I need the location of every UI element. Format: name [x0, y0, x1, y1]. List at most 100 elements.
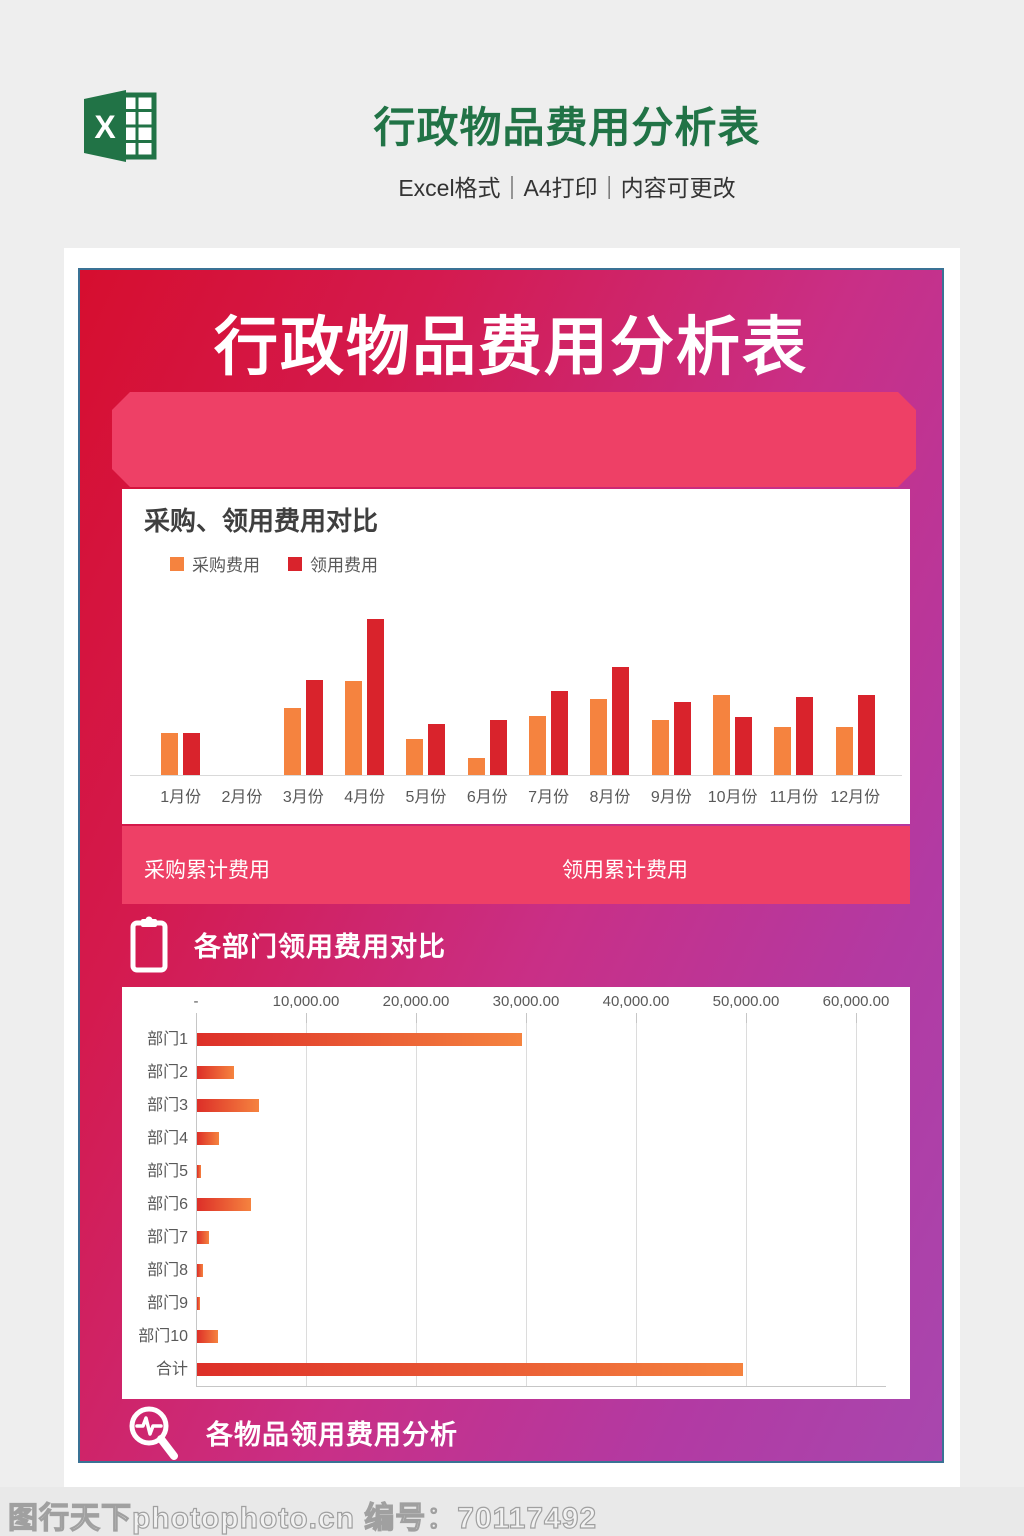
bar	[835, 727, 853, 775]
month-label: 3月份	[282, 789, 324, 806]
dept-bar	[197, 1264, 203, 1277]
items-section-title: 各物品领用费用分析	[206, 1419, 458, 1450]
grid-line	[746, 1023, 747, 1386]
bar	[345, 681, 363, 775]
clipboard-icon	[130, 916, 168, 973]
chart1-legend: 采购费用 领用费用	[170, 551, 378, 576]
tick-mark	[746, 1013, 747, 1023]
department-section-title: 各部门领用费用对比	[194, 931, 446, 962]
grid-line	[416, 1023, 417, 1386]
dept-bar	[197, 1165, 201, 1178]
bar-group	[825, 599, 886, 775]
dept-label: 合计	[155, 1361, 188, 1378]
month-label: 4月份	[344, 789, 386, 806]
bar	[612, 667, 630, 775]
dept-bar	[197, 1066, 234, 1079]
tick-label: 50,000.00	[712, 993, 780, 1010]
dept-row: 合计	[122, 1353, 910, 1386]
dept-bar	[197, 1033, 522, 1046]
department-chart-panel: - 10,000.00 20,000.00 30,000.00 40,000.00 50,…	[122, 987, 910, 1399]
dept-row: 部门6	[122, 1188, 910, 1221]
dept-label: 部门9	[147, 1295, 188, 1312]
dept-label: 部门1	[147, 1031, 188, 1048]
month-label: 7月份	[528, 789, 570, 806]
bar	[551, 691, 569, 775]
chart2-bottom-axis-line	[196, 1386, 886, 1387]
pulse-magnifier-icon	[129, 1406, 178, 1460]
items-section-header: 各物品领用费用分析	[126, 1402, 458, 1461]
tick-label: 20,000.00	[382, 993, 450, 1010]
bar-group	[763, 599, 824, 775]
dept-label: 部门7	[147, 1229, 188, 1246]
legend-item: 领用费用	[288, 551, 378, 576]
dept-row: 部门2	[122, 1056, 910, 1089]
tick-label: 60,000.00	[822, 993, 890, 1010]
dept-row: 部门8	[122, 1254, 910, 1287]
dept-row: 部门5	[122, 1155, 910, 1188]
dept-bar	[197, 1231, 209, 1244]
cumulative-band: 采购累计费用 领用累计费用	[122, 826, 910, 904]
page-subtitle: Excel格式｜A4打印｜内容可更改	[398, 175, 736, 201]
bar	[489, 720, 507, 775]
month-label: 9月份	[650, 789, 692, 806]
bar	[283, 708, 301, 775]
bar	[796, 697, 814, 775]
template-preview-card: 行政物品费用分析表 采购、领用费用对比 采购费用 领用费用 1月份 2月份 3月份 4月…	[64, 248, 960, 1488]
chart1-axis-line	[130, 775, 902, 776]
dept-bar	[197, 1198, 251, 1211]
month-label: 2月份	[221, 789, 263, 806]
tick-mark	[856, 1013, 857, 1023]
tick-label: 40,000.00	[602, 993, 670, 1010]
legend-swatch-icon	[288, 556, 302, 571]
monthly-comparison-panel: 采购、领用费用对比 采购费用 领用费用 1月份 2月份 3月份 4月份 5月份 6月份 7月份…	[122, 489, 910, 824]
bar	[467, 758, 485, 775]
dept-row: 部门1	[122, 1023, 910, 1056]
bar	[529, 716, 547, 775]
purchase-cumulative-label: 采购累计费用	[144, 859, 270, 882]
page-title: 行政物品费用分析表	[373, 104, 761, 151]
legend-item: 采购费用	[170, 551, 260, 576]
bar-group	[150, 599, 211, 775]
bar	[651, 720, 669, 775]
month-label: 8月份	[589, 789, 631, 806]
bar-group	[211, 599, 272, 775]
chart2-left-axis-line	[196, 1023, 197, 1386]
watermark-text: 图行天下photophoto.cn 编号：70117492	[7, 1501, 598, 1535]
dept-row: 部门4	[122, 1122, 910, 1155]
bar	[735, 717, 753, 775]
bar	[428, 724, 446, 775]
chart1-category-labels: 1月份 2月份 3月份 4月份 5月份 6月份 7月份 8月份 9月份 10月份 11月份 12月份	[150, 783, 886, 807]
chart1-plot	[150, 599, 886, 775]
month-label: 6月份	[466, 789, 508, 806]
bar	[161, 733, 179, 775]
dept-row: 部门3	[122, 1089, 910, 1122]
tick-mark	[196, 1013, 197, 1023]
legend-swatch-icon	[170, 556, 184, 571]
tick-label: 10,000.00	[272, 993, 340, 1010]
bar	[183, 733, 201, 775]
title-ribbon-box	[112, 392, 916, 487]
excel-logo-icon: X	[84, 90, 157, 162]
dept-bar	[197, 1297, 200, 1310]
bar-group	[273, 599, 334, 775]
dept-label: 部门8	[147, 1262, 188, 1279]
tick-mark	[526, 1013, 527, 1023]
dept-bar	[197, 1330, 218, 1343]
tick-label: 30,000.00	[492, 993, 560, 1010]
dept-label: 部门10	[138, 1328, 188, 1345]
grid-line	[526, 1023, 527, 1386]
tick-mark	[636, 1013, 637, 1023]
dept-row: 部门10	[122, 1320, 910, 1353]
legend-label: 领用费用	[310, 556, 378, 575]
bar	[673, 702, 691, 775]
tick-label: -	[193, 993, 199, 1010]
bar	[305, 680, 323, 775]
dept-label: 部门6	[147, 1196, 188, 1213]
month-label: 12月份	[830, 789, 881, 806]
bar-group	[518, 599, 579, 775]
header: 行政物品费用分析表 Excel格式｜A4打印｜内容可更改	[110, 94, 1024, 203]
grid-line	[306, 1023, 307, 1386]
bar	[774, 727, 792, 775]
bar	[367, 619, 385, 775]
